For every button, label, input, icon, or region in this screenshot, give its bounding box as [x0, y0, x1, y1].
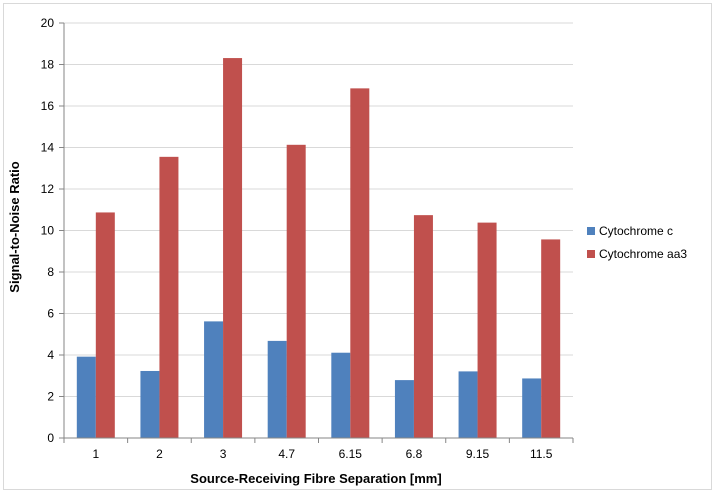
y-tick-label: 16 [41, 99, 55, 113]
y-tick-label: 2 [47, 390, 54, 404]
bar-cytochrome-c [331, 352, 351, 438]
y-tick-label: 12 [41, 182, 55, 196]
legend-swatch [587, 250, 595, 258]
y-tick-label: 18 [41, 58, 55, 72]
y-axis-title: Signal-to-Noise Ratio [7, 161, 22, 293]
gridlines [64, 22, 573, 397]
bar-cytochrome-aa3 [541, 239, 561, 438]
y-tick-label: 8 [47, 265, 54, 279]
x-tick-label: 2 [156, 447, 163, 461]
x-tick-label: 9.15 [466, 447, 490, 461]
bar-cytochrome-aa3 [413, 215, 433, 438]
bar-cytochrome-c [267, 340, 287, 438]
bar-cytochrome-c [458, 371, 478, 438]
y-tick-label: 14 [41, 141, 55, 155]
bar-cytochrome-aa3 [286, 144, 306, 439]
bars [76, 58, 561, 439]
legend-label: Cytochrome aa3 [599, 247, 687, 261]
y-tick-label: 20 [41, 16, 55, 30]
y-tick-label: 10 [41, 224, 55, 238]
x-tick-label: 6.15 [339, 447, 363, 461]
bar-cytochrome-aa3 [223, 58, 243, 438]
y-tick-label: 4 [47, 348, 54, 362]
bar-cytochrome-c [394, 380, 414, 438]
x-axis-title: Source-Receiving Fibre Separation [mm] [190, 471, 441, 486]
x-tick-label: 1 [92, 447, 99, 461]
bar-cytochrome-aa3 [159, 156, 179, 438]
y-tick-label: 0 [47, 431, 54, 445]
y-tick-label: 6 [47, 307, 54, 321]
x-tick-label: 6.8 [406, 447, 423, 461]
bar-cytochrome-c [140, 370, 160, 438]
legend-label: Cytochrome c [599, 224, 673, 238]
bar-cytochrome-aa3 [350, 88, 370, 439]
bar-cytochrome-aa3 [477, 222, 497, 438]
x-tick-label: 4.7 [278, 447, 295, 461]
bar-cytochrome-c [76, 356, 96, 438]
x-tick-label: 3 [220, 447, 227, 461]
bar-cytochrome-aa3 [95, 212, 115, 438]
legend: Cytochrome c Cytochrome aa3 [587, 224, 687, 261]
bar-cytochrome-c [204, 321, 224, 438]
bar-cytochrome-c [522, 378, 542, 438]
legend-swatch [587, 227, 595, 235]
x-tick-label: 11.5 [530, 447, 553, 461]
